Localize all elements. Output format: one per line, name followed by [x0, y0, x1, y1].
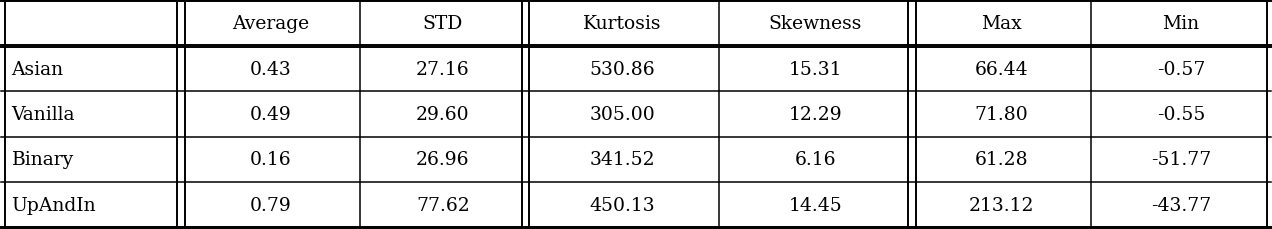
Text: 66.44: 66.44 — [974, 60, 1028, 78]
Text: 305.00: 305.00 — [589, 106, 655, 123]
Text: -43.77: -43.77 — [1151, 196, 1211, 214]
Text: 213.12: 213.12 — [969, 196, 1034, 214]
Text: -51.77: -51.77 — [1151, 151, 1211, 169]
Text: 0.79: 0.79 — [249, 196, 291, 214]
Text: Kurtosis: Kurtosis — [583, 15, 661, 33]
Text: 77.62: 77.62 — [416, 196, 469, 214]
Text: Max: Max — [981, 15, 1021, 33]
Text: Vanilla: Vanilla — [11, 106, 75, 123]
Text: 12.29: 12.29 — [789, 106, 842, 123]
Text: 341.52: 341.52 — [589, 151, 655, 169]
Text: Asian: Asian — [11, 60, 64, 78]
Text: 0.16: 0.16 — [249, 151, 291, 169]
Text: 14.45: 14.45 — [789, 196, 842, 214]
Text: 0.49: 0.49 — [249, 106, 291, 123]
Text: 450.13: 450.13 — [589, 196, 655, 214]
Text: 27.16: 27.16 — [416, 60, 469, 78]
Text: 61.28: 61.28 — [974, 151, 1028, 169]
Text: 6.16: 6.16 — [795, 151, 836, 169]
Text: 530.86: 530.86 — [589, 60, 655, 78]
Text: 15.31: 15.31 — [789, 60, 842, 78]
Text: -0.55: -0.55 — [1156, 106, 1205, 123]
Text: -0.57: -0.57 — [1156, 60, 1205, 78]
Text: 71.80: 71.80 — [974, 106, 1029, 123]
Text: Binary: Binary — [11, 151, 74, 169]
Text: 29.60: 29.60 — [416, 106, 469, 123]
Text: STD: STD — [422, 15, 463, 33]
Text: 0.43: 0.43 — [249, 60, 291, 78]
Text: Average: Average — [232, 15, 309, 33]
Text: UpAndIn: UpAndIn — [11, 196, 97, 214]
Text: Min: Min — [1163, 15, 1199, 33]
Text: Skewness: Skewness — [768, 15, 862, 33]
Text: 26.96: 26.96 — [416, 151, 469, 169]
